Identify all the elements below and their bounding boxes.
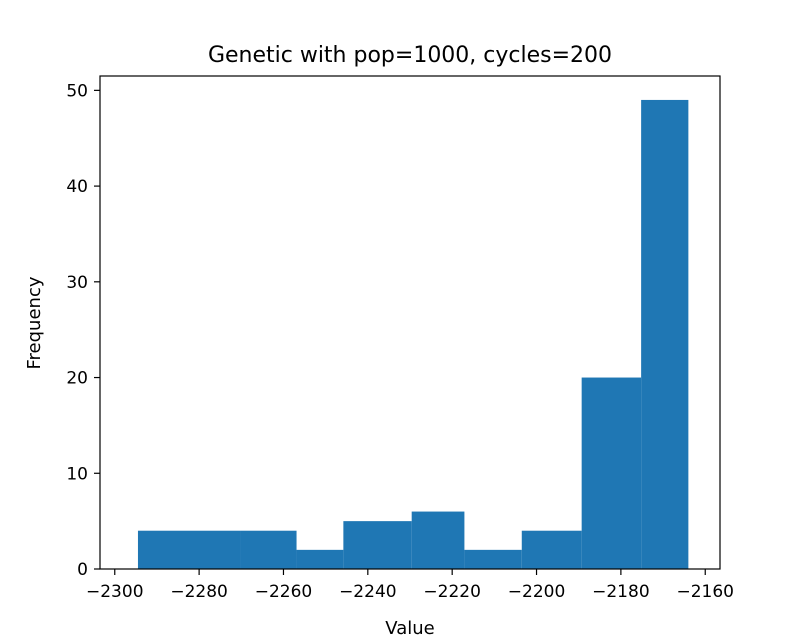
- chart-title: Genetic with pop=1000, cycles=200: [208, 43, 612, 68]
- histogram-bar-6: [411, 511, 465, 569]
- histogram-bar-5: [343, 521, 412, 569]
- histogram-bar-1: [137, 530, 189, 569]
- y-axis-label: Frequency: [24, 276, 45, 369]
- histogram-bar-9: [581, 377, 642, 569]
- x-tick-label: −2260: [255, 582, 313, 602]
- y-tick-label: 20: [66, 369, 88, 389]
- x-tick-label: −2200: [508, 582, 566, 602]
- x-axis-label: Value: [385, 618, 434, 639]
- y-axis: 0 10 20 30 40 50: [66, 81, 100, 580]
- histogram-bar-8: [521, 530, 582, 569]
- x-tick-label: −2180: [592, 582, 650, 602]
- histogram-bar-4: [296, 549, 344, 569]
- plot-frame: [99, 75, 721, 570]
- x-axis: −2300 −2280 −2260 −2240 −2220 −2200 −2180 −2160: [86, 569, 734, 602]
- histogram-bar-2: [188, 530, 241, 569]
- y-tick-label: 50: [66, 81, 88, 101]
- x-tick-label: −2280: [170, 582, 228, 602]
- bars-group: [137, 99, 689, 569]
- x-tick-label: −2220: [423, 582, 481, 602]
- histogram-bar-10: [641, 99, 689, 569]
- y-tick-label: 40: [66, 177, 88, 197]
- y-tick-label: 30: [66, 273, 88, 293]
- x-tick-label: −2240: [339, 582, 397, 602]
- y-tick-label: 10: [66, 464, 88, 484]
- histogram-bar-7: [464, 549, 522, 569]
- y-tick-label: 0: [77, 560, 88, 580]
- x-tick-label: −2300: [86, 582, 144, 602]
- histogram-bar-3: [240, 530, 297, 569]
- x-tick-label: −2160: [676, 582, 734, 602]
